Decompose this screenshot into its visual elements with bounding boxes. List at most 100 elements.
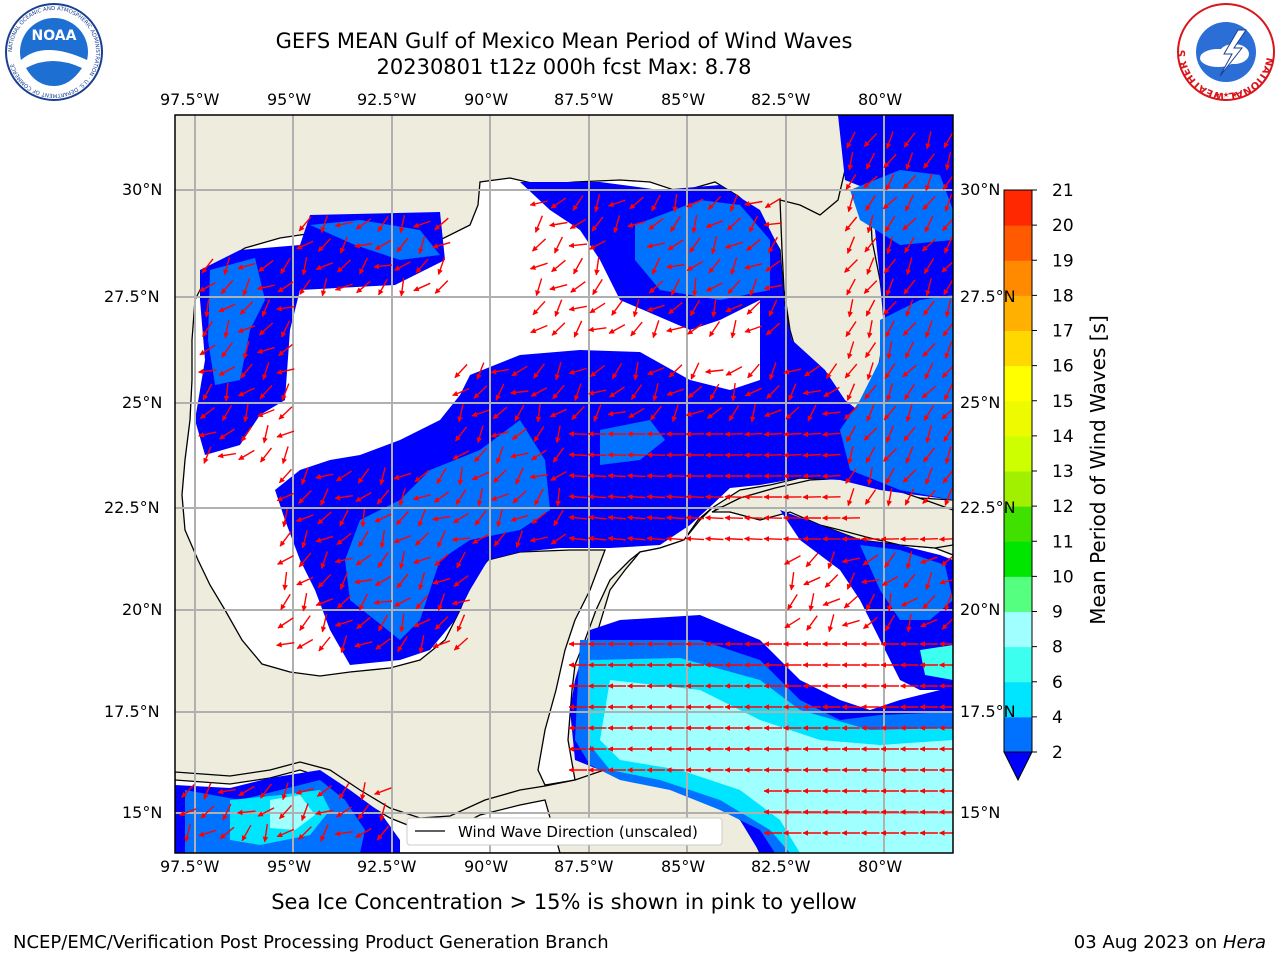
wind-wave-arrow (218, 303, 236, 313)
wind-wave-arrow (223, 320, 230, 339)
wind-wave-arrow (239, 301, 254, 315)
wind-wave-arrow (476, 425, 484, 444)
wind-wave-arrow (919, 536, 939, 542)
wind-wave-arrow (665, 535, 685, 542)
wind-wave-arrow (315, 598, 334, 607)
wind-wave-arrow (902, 174, 917, 190)
wind-wave-arrow (705, 368, 724, 375)
wind-wave-arrow (320, 278, 328, 297)
wind-wave-arrow (592, 279, 603, 296)
wind-wave-arrow (336, 806, 352, 818)
wind-wave-arrow (863, 133, 878, 147)
wind-wave-arrow (377, 278, 389, 296)
map-frame (174, 114, 954, 854)
wind-wave-arrow (532, 300, 546, 316)
colorbar-tick-label: 9 (1052, 603, 1063, 623)
wind-wave-arrow (495, 446, 504, 465)
wind-wave-arrow (903, 426, 916, 442)
wind-wave-arrow (904, 194, 915, 212)
wind-wave-arrow (453, 637, 469, 651)
wind-wave-arrow (315, 535, 334, 543)
wind-wave-arrow (281, 383, 290, 401)
wind-wave-arrow (646, 514, 666, 521)
wind-wave-arrow (334, 830, 354, 837)
wind-wave-arrow (726, 217, 742, 231)
wind-wave-arrow (572, 257, 584, 275)
wind-wave-arrow (942, 174, 953, 190)
wind-wave-arrow (510, 514, 529, 522)
wind-wave-arrow (841, 619, 860, 627)
wind-wave-arrow (886, 592, 893, 612)
wind-wave-arrow (883, 405, 897, 421)
wind-wave-arrow (903, 132, 916, 148)
wind-wave-arrow (511, 428, 528, 440)
lat-tick-left: 22.5°N (104, 498, 160, 517)
colorbar-extend-arrow (1003, 751, 1033, 782)
wind-wave-arrow (373, 599, 393, 606)
wind-wave-arrow (471, 409, 490, 417)
lon-tick-bottom: 95°W (267, 857, 312, 876)
wind-wave-arrow (573, 320, 583, 338)
wind-wave-arrow (883, 448, 897, 462)
wind-wave-arrow (281, 782, 289, 801)
wind-wave-arrow (646, 304, 665, 312)
wind-wave-arrow (396, 237, 409, 253)
wind-wave-arrow (434, 553, 449, 567)
colorbar-segment (1004, 190, 1032, 226)
wind-wave-arrow (219, 826, 235, 840)
wind-wave-arrow (724, 431, 744, 437)
wind-wave-arrow (415, 258, 429, 274)
wind-wave-arrow (923, 405, 935, 422)
wind-wave-arrow (665, 494, 685, 500)
wind-wave-arrow (238, 449, 255, 461)
wind-wave-arrow (568, 493, 588, 500)
wind-wave-arrow (437, 593, 446, 612)
wind-wave-arrow (568, 514, 588, 521)
wind-wave-arrow (320, 614, 328, 633)
wind-wave-arrow (336, 532, 352, 546)
wind-wave-arrow (904, 488, 915, 506)
wind-wave-arrow (729, 194, 739, 212)
wind-wave-arrow (630, 384, 643, 400)
wind-wave-arrow (728, 405, 740, 422)
wind-wave-arrow (782, 431, 802, 438)
wind-wave-arrow (847, 488, 855, 507)
wind-wave-arrow (646, 473, 666, 479)
wind-wave-arrow (925, 572, 933, 591)
wind-wave-arrow (437, 257, 446, 276)
wind-wave-arrow (299, 279, 311, 295)
wind-wave-arrow (789, 572, 795, 591)
wind-wave-arrow (744, 200, 763, 207)
wind-wave-arrow (379, 803, 386, 822)
wind-wave-arrow (863, 616, 878, 630)
wind-wave-arrow (864, 342, 877, 358)
wind-wave-arrow (704, 535, 724, 542)
wind-wave-arrow (607, 514, 627, 521)
wind-wave-arrow (340, 635, 348, 654)
wind-wave-arrow (301, 592, 308, 612)
wind-wave-arrow (203, 446, 212, 464)
wind-wave-arrow (493, 531, 507, 547)
colorbar-segment (1004, 471, 1032, 507)
wind-wave-arrow (613, 215, 621, 234)
wind-wave-arrow (629, 196, 644, 210)
colorbar-segment (1004, 541, 1032, 577)
footer-date-text: 03 Aug 2023 on (1073, 932, 1223, 953)
wind-wave-arrow (315, 809, 334, 816)
wind-wave-arrow (803, 576, 821, 586)
lat-tick-left: 20°N (122, 600, 163, 619)
wind-wave-arrow (764, 197, 782, 209)
lon-tick-top: 80°W (858, 90, 903, 109)
wind-wave-arrow (452, 387, 470, 397)
colorbar-segment (1004, 330, 1032, 367)
wind-wave-arrow (884, 216, 896, 233)
wind-wave-arrow (787, 594, 798, 611)
colorbar-segment (1004, 400, 1032, 437)
wind-wave-arrow (550, 197, 567, 209)
wind-wave-arrow (844, 216, 858, 232)
lat-tick-left: 15°N (122, 803, 163, 822)
wind-wave-arrows (179, 131, 953, 843)
wind-wave-arrow (280, 257, 291, 275)
wind-wave-arrow (743, 536, 763, 542)
wind-wave-arrow (277, 617, 294, 629)
